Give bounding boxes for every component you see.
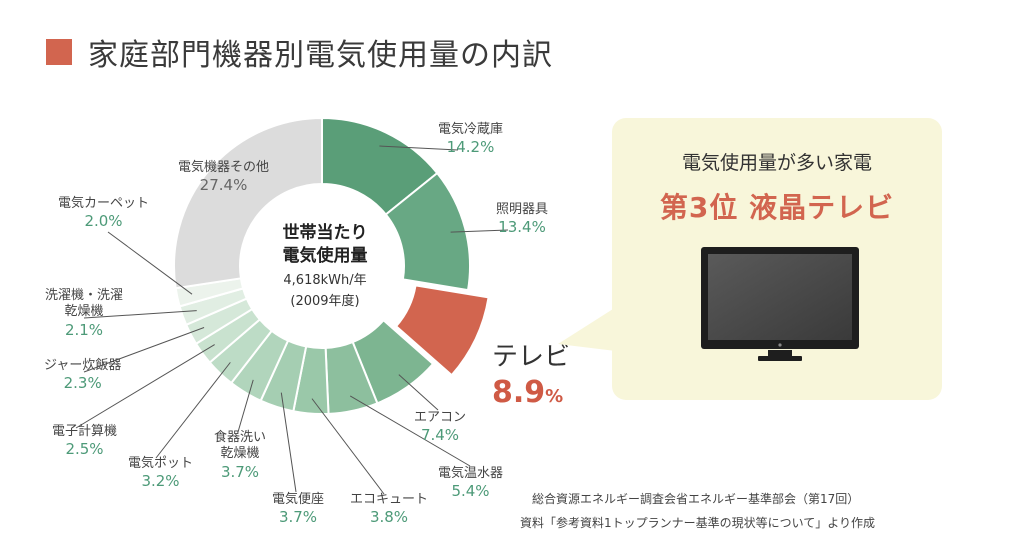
leader-line-3 (398, 374, 439, 411)
label-percent: 2.5% (65, 440, 104, 459)
label-name: エアコン (414, 410, 467, 425)
label-tv: テレビ 8.9% (492, 336, 570, 410)
label-washer: 洗濯機・洗濯乾燥機 2.1% (40, 288, 128, 339)
label-name: 電気温水器 (438, 466, 504, 481)
leader-line-12 (107, 231, 193, 295)
leader-line-10 (83, 327, 205, 373)
label-name: テレビ (492, 342, 571, 372)
chart-title: 家庭部門機器別電気使用量の内訳 (88, 38, 553, 73)
donut-center-text: 世帯当たり 電気使用量 4,618kWh/年 (2009年度) (225, 222, 425, 311)
label-name: 電気冷蔵庫 (438, 122, 504, 137)
tv-percent-value: 8.9 (492, 375, 546, 410)
label-percent: 8.9% (492, 375, 570, 410)
label-name: 照明器具 (496, 202, 549, 217)
callout-subtitle: 電気使用量が多い家電 (681, 152, 872, 174)
label-dishwasher: 食器洗い乾燥機 3.7% (208, 430, 272, 481)
leader-line-11 (83, 310, 197, 319)
label-percent: 27.4% (199, 176, 248, 195)
label-percent: 2.3% (63, 374, 102, 393)
label-rice-cooker: ジャー炊飯器 2.3% (44, 358, 121, 393)
center-line1: 世帯当たり (282, 223, 368, 243)
label-percent: 3.2% (141, 472, 180, 491)
label-others: 電気機器その他 27.4% (178, 160, 269, 195)
label-aircon: エアコン 7.4% (414, 410, 466, 445)
callout-pointer (558, 302, 624, 352)
label-name: 電気便座 (272, 492, 325, 507)
label-water-heater: 電気温水器 5.4% (438, 466, 503, 501)
label-name: 電気機器その他 (178, 160, 270, 175)
source-line1: 総合資源エネルギー調査会省エネルギー基準部会（第17回） (532, 492, 860, 506)
center-year: (2009年度) (290, 294, 360, 310)
label-name: 電子計算機 (52, 424, 118, 439)
label-refrigerator: 電気冷蔵庫 14.2% (438, 122, 503, 157)
leader-line-7 (237, 379, 254, 433)
title-marker-square (46, 39, 72, 65)
label-percent: 7.4% (420, 426, 460, 445)
label-name: エコキュート (350, 492, 429, 507)
label-lighting: 照明器具 13.4% (496, 202, 548, 237)
leader-line-9 (75, 344, 215, 429)
label-name: 電気ポット (128, 456, 194, 471)
slice-13 (173, 116, 323, 290)
label-percent: 3.7% (278, 508, 318, 527)
label-percent: 2.1% (64, 320, 104, 339)
slice-2 (394, 284, 490, 377)
label-percent: 5.4% (451, 482, 490, 501)
source-line2: 資料「参考資料1トップランナー基準の現状等について」より作成 (520, 516, 876, 530)
label-toilet-seat: 電気便座 3.7% (272, 492, 324, 527)
leader-line-4 (349, 395, 471, 467)
label-percent: 13.4% (498, 218, 546, 237)
chart-title-block: 家庭部門機器別電気使用量の内訳 (46, 30, 553, 74)
label-electric-pot: 電気ポット 3.2% (128, 456, 193, 491)
tv-icon (701, 247, 859, 361)
label-percent: 14.2% (446, 138, 495, 157)
leader-line-6 (280, 392, 297, 493)
label-electric-carpet: 電気カーペット 2.0% (58, 196, 149, 231)
label-percent: 3.8% (369, 508, 409, 527)
tv-percent-unit: % (545, 386, 564, 407)
leader-line-0 (379, 145, 459, 151)
label-name: 食器洗い乾燥機 (213, 430, 266, 462)
center-line2: 電気使用量 (282, 245, 368, 266)
label-percent: 2.0% (84, 212, 123, 231)
leader-line-8 (155, 362, 231, 459)
label-name: 洗濯機・洗濯乾燥機 (44, 288, 123, 320)
label-computer: 電子計算機 2.5% (52, 424, 117, 459)
leader-line-5 (311, 398, 385, 495)
leader-line-1 (450, 229, 509, 233)
label-ecocute: エコキュート 3.8% (350, 492, 428, 527)
slice-1 (384, 171, 471, 292)
label-name: ジャー炊飯器 (44, 358, 122, 373)
label-name: 電気カーペット (58, 196, 150, 211)
callout-headline: 第3位 液晶テレビ (659, 191, 895, 224)
label-percent: 3.7% (220, 462, 260, 481)
center-total: 4,618kWh/年 (283, 272, 367, 288)
